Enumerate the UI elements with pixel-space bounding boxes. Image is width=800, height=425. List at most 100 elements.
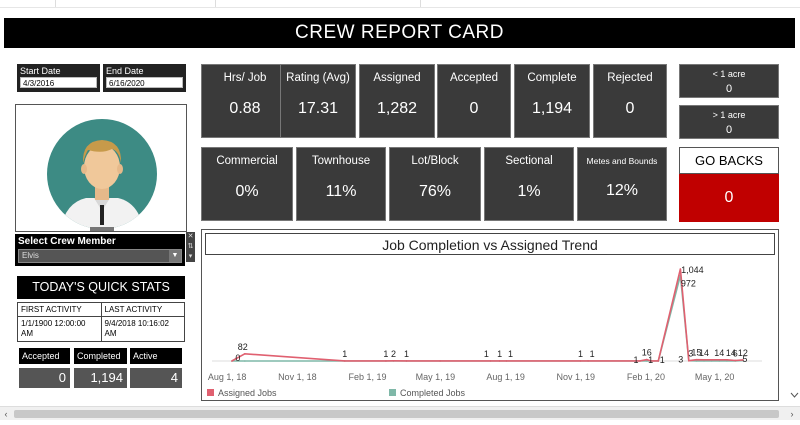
tab-divider (420, 0, 421, 7)
avatar (47, 119, 157, 229)
data-point (710, 358, 713, 361)
end-date-filter[interactable]: End Date 6/16/2020 (103, 64, 186, 92)
scroll-left-icon[interactable]: ‹ (4, 409, 8, 419)
kpi-label: Sectional (505, 155, 553, 167)
data-point (587, 360, 589, 362)
active-stat-label: Active (130, 348, 182, 364)
sort-icon[interactable]: ⇅ (187, 243, 194, 250)
end-date-label: End Date (106, 66, 144, 76)
accepted-stat: Accepted 0 (19, 348, 70, 390)
kpi-label: Commercial (216, 155, 278, 167)
point-label: 16 (642, 348, 652, 358)
point-label: 1 (633, 355, 638, 365)
data-point (439, 360, 441, 362)
end-date-input[interactable]: 6/16/2020 (106, 77, 183, 88)
kpi-label: Lot/Block (411, 155, 459, 167)
point-label: 1,044 (681, 265, 704, 275)
data-point (244, 352, 246, 355)
accepted-stat-label: Accepted (19, 348, 70, 364)
point-label: 14 (714, 348, 724, 358)
filter-controls[interactable]: ✕ ⇅ ▾ (186, 232, 195, 262)
scroll-down-icon[interactable] (789, 385, 800, 405)
crew-avatar-panel (15, 104, 187, 232)
legend-label: Assigned Jobs (218, 388, 277, 398)
point-label: 2 (391, 349, 396, 359)
close-icon[interactable]: ✕ (187, 233, 194, 240)
kpi-value: 12% (605, 182, 639, 199)
acre-value: 0 (725, 124, 733, 136)
resize-handle[interactable] (90, 227, 114, 231)
start-date-input[interactable]: 4/3/2016 (20, 77, 97, 88)
kpi-value: 1,282 (376, 100, 418, 117)
scrollbar-thumb[interactable] (14, 410, 779, 418)
data-point (703, 358, 705, 361)
go-backs-value: 0 (679, 174, 779, 222)
legend-swatch (207, 389, 214, 396)
kpi-metes-and-bounds: Metes and Bounds 12% (577, 147, 667, 221)
kpi-sectional: Sectional 1% (484, 147, 574, 221)
point-label: 14 (726, 348, 736, 358)
data-point (687, 359, 690, 362)
x-tick-label: Feb 1, 19 (348, 372, 386, 382)
completed-stat: Completed 1,194 (74, 348, 127, 390)
last-activity-column: LAST ACTIVITY 9/4/2018 10:16:02 AM (101, 303, 184, 341)
data-point (505, 360, 508, 362)
trend-chart-panel (201, 229, 779, 401)
data-point (695, 358, 698, 361)
kpi-assigned: Assigned 1,282 (359, 64, 435, 138)
point-label: 14 (699, 348, 709, 358)
point-label: 1 (497, 349, 502, 359)
tab-divider (55, 0, 56, 7)
point-label: 82 (238, 342, 248, 352)
tab-divider (215, 0, 216, 7)
data-point (405, 360, 408, 362)
x-tick-label: Nov 1, 18 (278, 372, 317, 382)
chevron-down-icon[interactable]: ▾ (188, 253, 193, 260)
crew-select-dropdown[interactable]: Elvis ▼ (18, 249, 182, 263)
chart-title: Job Completion vs Assigned Trend (205, 233, 775, 255)
start-date-filter[interactable]: Start Date 4/3/2016 (17, 64, 100, 92)
point-label: 3 (688, 349, 693, 359)
point-label: 12 (738, 348, 748, 358)
point-label: 5 (742, 354, 747, 364)
kpi-label: Accepted (450, 72, 498, 84)
quick-stats-title: TODAY'S QUICK STATS (17, 276, 185, 299)
accepted-stat-value: 0 (19, 368, 70, 388)
point-label: 1 (660, 355, 665, 365)
kpi-value: 1% (517, 183, 541, 200)
acre-value: 0 (725, 83, 733, 95)
kpi-complete: Complete 1,194 (514, 64, 590, 138)
x-tick-label: May 1, 20 (695, 372, 735, 382)
kpi-townhouse: Townhouse 11% (296, 147, 386, 221)
crew-member-selector[interactable]: Select Crew Member Elvis ▼ (15, 234, 185, 266)
data-point (679, 268, 682, 270)
scroll-right-icon[interactable]: › (790, 409, 794, 419)
point-label: 972 (681, 278, 696, 288)
kpi-value: 0 (625, 100, 635, 117)
horizontal-scrollbar[interactable]: ‹ › (0, 406, 800, 420)
activity-table: FIRST ACTIVITY 1/1/1900 12:00:00 AM LAST… (17, 302, 185, 342)
kpi-label: Townhouse (311, 155, 371, 167)
kpi-label: Rejected (607, 72, 653, 84)
data-point (657, 360, 660, 362)
point-label: 3 (678, 355, 683, 365)
completed-stat-label: Completed (74, 348, 127, 364)
x-tick-label: Aug 1, 19 (486, 372, 525, 382)
data-point (726, 358, 728, 361)
last-activity-header: LAST ACTIVITY (101, 303, 184, 317)
x-tick-label: Feb 1, 20 (627, 372, 665, 382)
kpi-label: Hrs/ Job (223, 72, 267, 84)
point-label: 1 (342, 349, 347, 359)
active-stat: Active 4 (130, 348, 182, 390)
first-activity-header: FIRST ACTIVITY (18, 303, 101, 317)
acre-label: > 1 acre (712, 110, 746, 120)
kpi-value: 0% (235, 183, 259, 200)
chevron-down-icon[interactable]: ▼ (169, 250, 181, 262)
point-label: 0 (235, 353, 240, 363)
kpi-label: Assigned (373, 72, 421, 84)
kpi-rejected: Rejected 0 (593, 64, 667, 138)
data-point (718, 358, 721, 361)
data-point (734, 359, 737, 362)
page-title: CREW REPORT CARD (4, 18, 795, 48)
